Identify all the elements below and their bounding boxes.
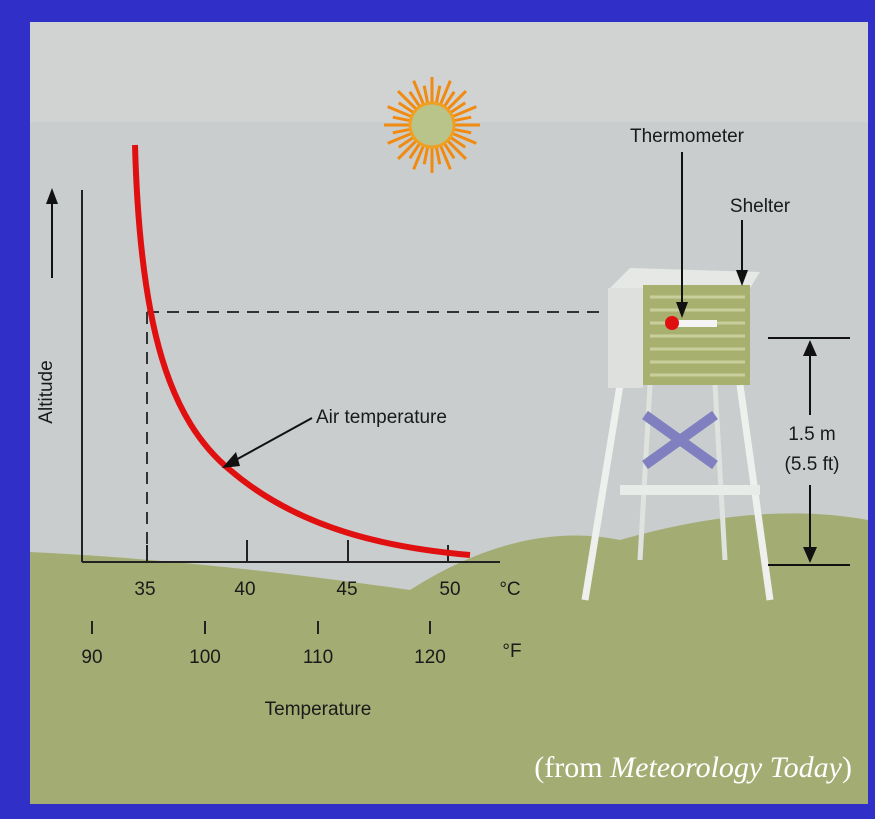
sun-ray bbox=[387, 105, 413, 118]
sun-disc bbox=[408, 101, 456, 149]
sun-ray bbox=[453, 115, 472, 123]
fahrenheit-tick-label: 90 bbox=[81, 647, 102, 668]
sun-ray bbox=[451, 105, 477, 118]
arrow-head bbox=[222, 452, 240, 468]
sun-ray bbox=[451, 132, 477, 145]
height-imperial: (5.5 ft) bbox=[785, 454, 840, 475]
arrow-head bbox=[803, 547, 817, 563]
arrow-head bbox=[46, 188, 58, 204]
celsius-tick-label: 50 bbox=[439, 579, 460, 600]
sun-ray bbox=[439, 80, 452, 106]
sun-ray bbox=[442, 142, 456, 160]
arrow-head bbox=[736, 270, 748, 286]
sun-ray bbox=[387, 132, 413, 145]
sun-ray bbox=[446, 139, 468, 161]
credit-suffix: ) bbox=[842, 751, 852, 784]
sun-ray bbox=[446, 89, 468, 111]
sun-ray bbox=[396, 89, 418, 111]
annotation-arrow bbox=[231, 417, 313, 463]
thermometer-label: Thermometer bbox=[630, 126, 745, 147]
celsius-tick-label: 35 bbox=[134, 579, 155, 600]
sun-ray bbox=[434, 146, 442, 165]
air-temperature-curve bbox=[132, 144, 471, 558]
celsius-unit: °C bbox=[499, 579, 520, 600]
height-metric: 1.5 m bbox=[788, 424, 836, 445]
y-axis-label: Altitude bbox=[36, 360, 57, 423]
sun bbox=[384, 77, 480, 173]
curve-label: Air temperature bbox=[316, 407, 447, 428]
credit-title: Meteorology Today bbox=[609, 751, 843, 784]
sun-ray bbox=[422, 146, 430, 165]
sun-ray bbox=[422, 85, 430, 104]
credit: (from Meteorology Today) bbox=[534, 751, 852, 784]
sun-ray bbox=[412, 144, 425, 170]
sun-ray bbox=[408, 90, 422, 108]
sun-ray bbox=[397, 101, 415, 115]
credit-prefix: (from bbox=[534, 751, 610, 784]
arrow-head bbox=[803, 340, 817, 356]
scan-text-strip bbox=[30, 22, 868, 122]
sun-ray bbox=[434, 85, 442, 104]
x-axis-label: Temperature bbox=[265, 699, 372, 720]
ground bbox=[30, 513, 868, 804]
shelter-label: Shelter bbox=[730, 196, 791, 217]
fahrenheit-tick-label: 100 bbox=[189, 647, 221, 668]
celsius-tick-label: 40 bbox=[234, 579, 255, 600]
fahrenheit-tick-label: 110 bbox=[303, 647, 333, 668]
arrow-head bbox=[676, 302, 688, 318]
sun-ray bbox=[442, 90, 456, 108]
sun-ray bbox=[408, 142, 422, 160]
sun-ray bbox=[392, 127, 411, 135]
sun-ray bbox=[392, 115, 411, 123]
sun-ray bbox=[439, 144, 452, 170]
sun-ray bbox=[412, 80, 425, 106]
celsius-tick-label: 45 bbox=[336, 579, 357, 600]
sun-ray bbox=[453, 127, 472, 135]
fahrenheit-tick-label: 120 bbox=[414, 647, 446, 668]
sun-ray bbox=[449, 101, 467, 115]
fahrenheit-unit: °F bbox=[502, 641, 521, 662]
sun-ray bbox=[449, 135, 467, 149]
sun-ray bbox=[397, 135, 415, 149]
shelter bbox=[581, 268, 774, 601]
sun-ray bbox=[396, 139, 418, 161]
